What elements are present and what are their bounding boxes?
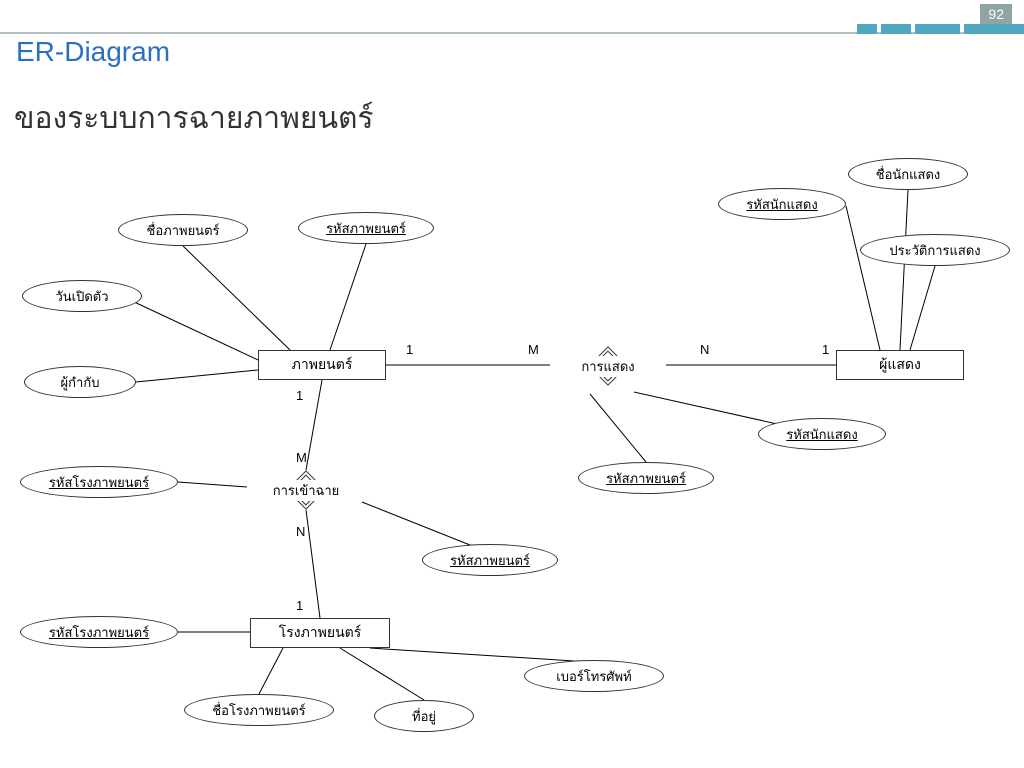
attribute-actor_code1: รหัสนักแสดง bbox=[718, 188, 846, 220]
page-title: ER-Diagram bbox=[16, 36, 170, 68]
attribute-theater_code2: รหัสโรงภาพยนตร์ bbox=[20, 616, 178, 648]
attribute-phone: เบอร์โทรศัพท์ bbox=[524, 660, 664, 692]
attribute-actor_code2: รหัสนักแสดง bbox=[758, 418, 886, 450]
header-accent bbox=[857, 24, 1024, 34]
page-subtitle: ของระบบการฉายภาพยนตร์ bbox=[14, 95, 374, 142]
cardinality-label: M bbox=[296, 450, 307, 465]
attribute-address: ที่อยู่ bbox=[374, 700, 474, 732]
page-number: 92 bbox=[980, 4, 1012, 24]
cardinality-label: N bbox=[700, 342, 709, 357]
attribute-act_history: ประวัติการแสดง bbox=[860, 234, 1010, 266]
cardinality-label: 1 bbox=[406, 342, 413, 357]
cardinality-label: 1 bbox=[822, 342, 829, 357]
cardinality-label: 1 bbox=[296, 598, 303, 613]
cardinality-label: M bbox=[528, 342, 539, 357]
entity-actor: ผู้แสดง bbox=[836, 350, 964, 380]
cardinality-label: 1 bbox=[296, 388, 303, 403]
attribute-actor_name: ชื่อนักแสดง bbox=[848, 158, 968, 190]
cardinality-label: N bbox=[296, 524, 305, 539]
attribute-movie_code2: รหัสภาพยนตร์ bbox=[578, 462, 714, 494]
attribute-open_date: วันเปิดตัว bbox=[22, 280, 142, 312]
attribute-movie_name: ชื่อภาพยนตร์ bbox=[118, 214, 248, 246]
attribute-director: ผู้กำกับ bbox=[24, 366, 136, 398]
attribute-movie_code: รหัสภาพยนตร์ bbox=[298, 212, 434, 244]
entity-movie: ภาพยนตร์ bbox=[258, 350, 386, 380]
relationship-screening: การเข้าฉาย bbox=[236, 470, 376, 510]
attribute-theater_code1: รหัสโรงภาพยนตร์ bbox=[20, 466, 178, 498]
attribute-movie_code3: รหัสภาพยนตร์ bbox=[422, 544, 558, 576]
attribute-theater_name: ชื่อโรงภาพยนตร์ bbox=[184, 694, 334, 726]
relationship-acting: การแสดง bbox=[548, 346, 668, 386]
entity-theater: โรงภาพยนตร์ bbox=[250, 618, 390, 648]
